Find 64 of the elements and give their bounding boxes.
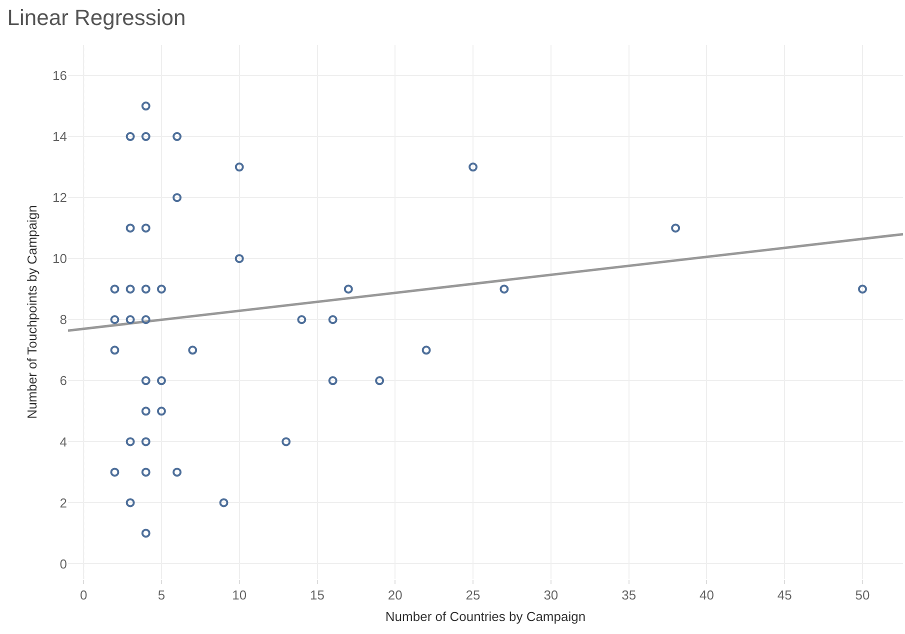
y-axis-title: Number of Touchpoints by Campaign [24, 205, 40, 419]
point [141, 102, 150, 111]
y-tick-label: 8 [60, 312, 67, 328]
y-tick-label: 14 [52, 129, 67, 144]
x-tick-label: 10 [232, 588, 247, 603]
point [141, 224, 150, 233]
point [282, 437, 291, 446]
y-tick-label: 10 [52, 251, 67, 266]
point [141, 315, 150, 324]
point [141, 468, 150, 477]
x-tick-label: 30 [544, 588, 558, 603]
point [328, 376, 338, 386]
point [110, 315, 120, 324]
chart-title: Linear Regression [7, 4, 186, 30]
point [126, 224, 135, 233]
point [141, 406, 150, 416]
point [375, 376, 384, 386]
x-tick-label: 20 [388, 588, 402, 603]
x-tick-label: 0 [80, 588, 88, 603]
point [500, 284, 509, 294]
x-tick-label: 35 [622, 588, 636, 603]
point [188, 346, 198, 355]
point [172, 468, 182, 477]
point [126, 284, 135, 294]
point [297, 315, 306, 324]
y-tick-label: 4 [60, 434, 67, 450]
point [126, 437, 135, 446]
x-tick-label: 5 [158, 588, 166, 603]
point [172, 132, 182, 142]
point [671, 224, 680, 233]
point [110, 284, 120, 294]
y-tick-label: 6 [60, 373, 67, 388]
point [141, 376, 150, 386]
y-tick-label: 16 [52, 68, 67, 84]
point [126, 498, 135, 508]
point [422, 346, 431, 355]
y-tick-label: 12 [52, 190, 67, 206]
x-tick-label: 25 [466, 588, 480, 603]
point [234, 254, 244, 264]
point [468, 162, 478, 172]
y-tick-label: 2 [60, 495, 67, 510]
x-tick-label: 40 [699, 588, 714, 603]
point [110, 346, 120, 355]
point [141, 132, 150, 142]
point [126, 132, 135, 142]
point [141, 437, 150, 446]
x-tick-label: 50 [855, 588, 870, 603]
point [234, 162, 244, 172]
point [156, 406, 166, 416]
point [156, 376, 166, 386]
point [141, 528, 150, 538]
point [328, 315, 338, 324]
x-tick-label: 15 [310, 588, 324, 603]
x-tick-label: 45 [777, 588, 792, 603]
point [219, 498, 228, 508]
point [344, 284, 353, 294]
point [110, 468, 120, 477]
x-axis-title: Number of Countries by Campaign [385, 609, 586, 624]
point [172, 193, 182, 202]
point [858, 284, 867, 294]
point [156, 284, 166, 294]
point [126, 315, 135, 324]
point [141, 284, 150, 294]
y-tick-label: 0 [60, 556, 67, 572]
